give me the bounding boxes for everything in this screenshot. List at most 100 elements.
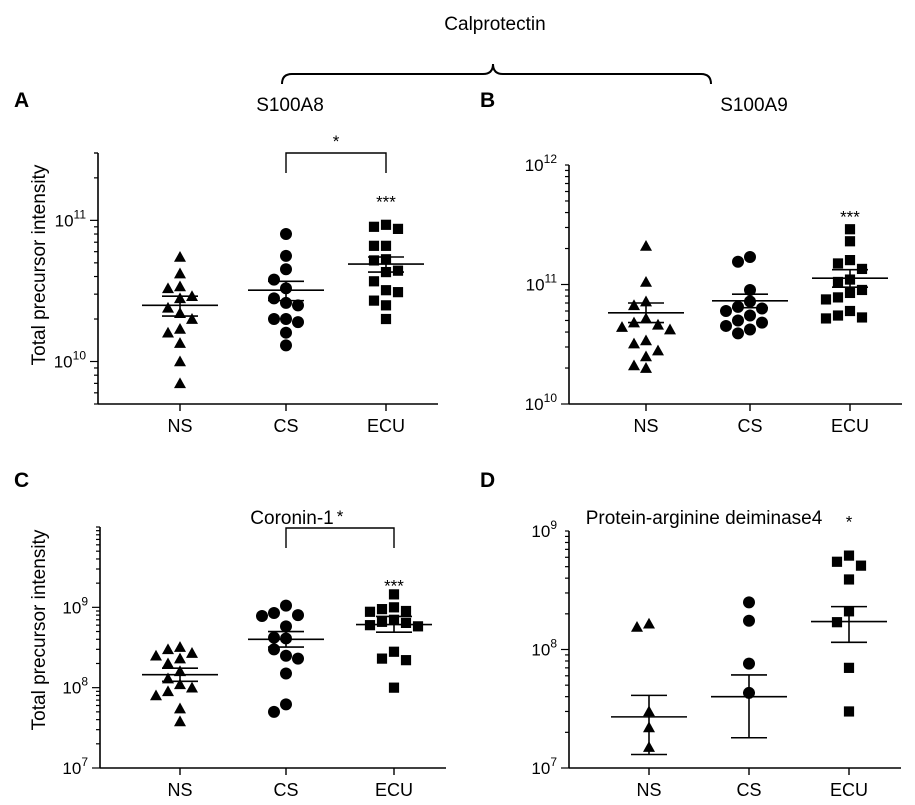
- data-point-circle: [268, 705, 280, 718]
- data-point-triangle: [186, 313, 198, 324]
- data-point-triangle: [174, 678, 186, 690]
- data-point-square: [856, 284, 868, 296]
- data-point-square: [844, 236, 856, 247]
- data-point-circle: [280, 263, 292, 276]
- data-point-square: [831, 556, 843, 567]
- data-point-triangle: [174, 267, 186, 279]
- data-point-circle: [268, 643, 280, 656]
- data-point-triangle: [631, 620, 643, 632]
- panel-letter: A: [14, 89, 29, 112]
- data-point-triangle: [640, 362, 652, 373]
- y-axis-label-top: Total precursor intensity: [29, 164, 50, 365]
- data-point-circle: [280, 649, 292, 662]
- significance-marker: ***: [840, 208, 860, 227]
- data-point-circle: [280, 667, 292, 680]
- significance-bracket: [285, 527, 395, 548]
- y-tick-label: 109: [531, 518, 557, 541]
- data-point-triangle: [628, 337, 640, 349]
- x-tick-label: CS: [273, 416, 298, 436]
- x-tick-label: CS: [736, 780, 761, 800]
- calprotectin-title: Calprotectin: [444, 14, 545, 35]
- x-tick-label: CS: [273, 780, 298, 800]
- data-point-triangle: [174, 377, 186, 389]
- data-point-circle: [268, 273, 280, 286]
- data-point-circle: [292, 316, 304, 329]
- data-point-circle: [743, 614, 755, 627]
- data-point-triangle: [640, 334, 652, 346]
- significance-marker: ***: [384, 576, 404, 595]
- y-tick-label: 107: [531, 755, 557, 778]
- data-point-circle: [744, 323, 756, 336]
- data-point-circle: [732, 255, 744, 268]
- y-tick-label: 1011: [55, 207, 87, 230]
- data-point-square: [843, 706, 855, 717]
- data-point-square: [376, 604, 388, 615]
- data-point-circle: [743, 596, 755, 609]
- data-point-triangle: [628, 299, 640, 311]
- data-point-triangle: [643, 617, 655, 629]
- data-point-triangle: [616, 321, 628, 332]
- data-point-square: [412, 621, 424, 632]
- y-tick-label: 108: [531, 637, 557, 660]
- data-point-triangle: [640, 275, 652, 287]
- data-point-square: [368, 221, 380, 232]
- data-point-triangle: [640, 239, 652, 251]
- data-point-circle: [720, 305, 732, 318]
- data-point-triangle: [174, 322, 186, 334]
- data-point-triangle: [186, 681, 198, 693]
- panel-title: S100A9: [720, 95, 788, 116]
- data-point-square: [844, 224, 856, 235]
- significance-marker: *: [337, 507, 344, 526]
- data-point-circle: [268, 313, 280, 326]
- y-tick-label: 1012: [525, 152, 558, 175]
- data-point-triangle: [162, 685, 174, 697]
- data-point-square: [844, 255, 856, 266]
- data-point-square: [388, 646, 400, 657]
- data-point-square: [368, 240, 380, 251]
- data-point-square: [820, 294, 832, 305]
- data-point-circle: [268, 631, 280, 644]
- data-point-square: [368, 255, 380, 266]
- data-point-square: [376, 616, 388, 627]
- data-point-square: [368, 295, 380, 306]
- data-point-triangle: [174, 355, 186, 367]
- x-tick-label: NS: [636, 780, 661, 800]
- data-point-triangle: [640, 350, 652, 362]
- x-tick-label: NS: [167, 780, 192, 800]
- data-point-circle: [280, 326, 292, 339]
- y-tick-label: 108: [62, 675, 88, 698]
- data-point-square: [388, 589, 400, 600]
- data-point-square: [380, 240, 392, 251]
- panel-letter: D: [480, 469, 495, 492]
- data-point-circle: [292, 609, 304, 622]
- data-point-triangle: [162, 282, 174, 294]
- data-point-triangle: [186, 647, 198, 658]
- data-point-circle: [744, 309, 756, 322]
- data-point-circle: [280, 313, 292, 326]
- data-point-circle: [292, 299, 304, 312]
- data-point-circle: [280, 620, 292, 633]
- data-point-triangle: [150, 649, 162, 661]
- data-point-circle: [292, 652, 304, 665]
- data-point-square: [832, 310, 844, 321]
- data-point-triangle: [162, 643, 174, 655]
- data-point-triangle: [150, 689, 162, 701]
- data-point-circle: [268, 292, 280, 305]
- data-point-square: [380, 285, 392, 296]
- data-point-circle: [744, 283, 756, 296]
- data-point-triangle: [174, 715, 186, 727]
- data-point-square: [380, 219, 392, 230]
- data-point-square: [392, 287, 404, 298]
- data-point-circle: [280, 228, 292, 241]
- x-tick-label: ECU: [830, 780, 868, 800]
- x-tick-label: ECU: [367, 416, 405, 436]
- panel-letter: B: [480, 89, 495, 112]
- significance-marker: *: [333, 132, 340, 151]
- data-point-circle: [280, 599, 292, 612]
- data-point-triangle: [628, 359, 640, 371]
- data-point-square: [380, 313, 392, 325]
- data-point-square: [856, 312, 868, 323]
- panel-title: Coronin-1: [250, 508, 333, 529]
